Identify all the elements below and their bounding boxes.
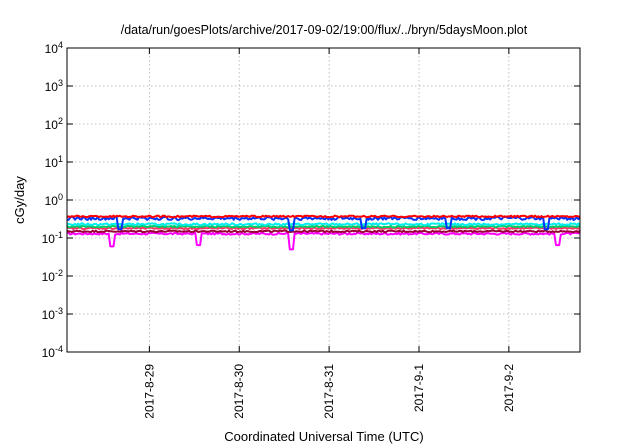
series-group xyxy=(66,214,581,251)
y-tick-label: 102 xyxy=(45,116,63,132)
chart-title: /data/run/goesPlots/archive/2017-09-02/1… xyxy=(121,23,528,37)
series-line xyxy=(67,231,581,251)
y-axis: 10-4 10-3 10-2 10-1 100 101 102 103 104 xyxy=(42,40,580,360)
x-tick-label: 2017-9-2 xyxy=(502,364,516,412)
y-tick-label: 100 xyxy=(45,192,63,208)
series-line xyxy=(66,224,581,229)
series-line xyxy=(66,215,581,232)
y-tick-label: 101 xyxy=(45,154,63,170)
x-tick-label: 2017-8-30 xyxy=(232,364,246,419)
x-tick-label: 2017-9-1 xyxy=(412,364,426,412)
y-axis-label: cGy/day xyxy=(12,176,27,224)
x-tick-label: 2017-8-31 xyxy=(322,364,336,419)
y-tick-label: 103 xyxy=(45,78,63,94)
series-line xyxy=(66,226,581,231)
y-tick-label: 10-2 xyxy=(42,268,63,284)
series-line xyxy=(66,229,581,234)
grid-lines xyxy=(67,48,580,352)
x-axis: 2017-8-29 2017-8-30 2017-8-31 2017-9-1 2017-… xyxy=(142,48,516,419)
x-axis-label: Coordinated Universal Time (UTC) xyxy=(224,429,423,444)
y-tick-label: 10-1 xyxy=(42,230,63,246)
series-line xyxy=(66,214,581,219)
y-tick-label: 10-4 xyxy=(42,344,63,360)
y-tick-label: 104 xyxy=(45,40,63,56)
x-tick-label: 2017-8-29 xyxy=(142,364,156,419)
y-tick-label: 10-3 xyxy=(42,306,63,322)
series-line xyxy=(66,222,581,227)
